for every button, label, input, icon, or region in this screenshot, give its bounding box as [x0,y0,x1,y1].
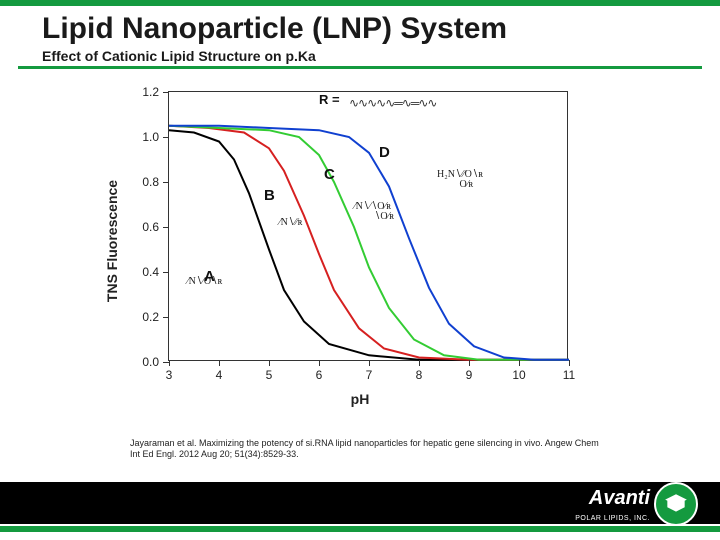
title-block: Lipid Nanoparticle (LNP) System Effect o… [18,6,702,69]
x-tick-label: 9 [466,360,473,382]
x-tick-label: 7 [366,360,373,382]
plot-area: R = ∿∿∿∿∿═∿═∿∿ ⁄N∖⁄O∖ʀ ⁄N∖⁄⁄ʀ ⁄N∖⁄∖O⁄ʀ ∖… [168,91,568,361]
y-tick-label: 0.8 [142,175,169,189]
x-tick-label: 8 [416,360,423,382]
curve-label-d: D [379,144,390,161]
y-tick-label: 0.2 [142,310,169,324]
brand-name: Avanti [589,487,650,510]
y-axis-label: TNS Fluorescence [104,180,120,302]
y-tick-label: 1.2 [142,85,169,99]
x-tick-label: 10 [512,360,525,382]
curve-label-c: C [324,166,335,183]
page-subtitle: Effect of Cationic Lipid Structure on p.… [42,46,678,64]
y-tick-label: 0.4 [142,265,169,279]
curve-a [169,130,569,360]
x-axis-label: pH [351,391,370,407]
curve-label-a: A [204,268,215,285]
y-tick-label: 1.0 [142,130,169,144]
brand-subtitle: POLAR LIPIDS, INC. [575,515,650,522]
curves-svg [169,92,569,362]
r-chain-glyph: ∿∿∿∿∿═∿═∿∿ [349,96,436,110]
x-tick-label: 6 [316,360,323,382]
r-group-label: R = [319,92,340,107]
curve-d [169,126,569,360]
curve-label-b: B [264,187,275,204]
citation-text: Jayaraman et al. Maximizing the potency … [130,438,610,461]
brand-logo: Avanti POLAR LIPIDS, INC. [548,480,698,526]
chart-container: TNS Fluorescence R = ∿∿∿∿∿═∿═∿∿ ⁄N∖⁄O∖ʀ … [120,81,600,401]
footer-accent-bar [0,526,720,532]
page-title: Lipid Nanoparticle (LNP) System [42,12,678,46]
x-tick-label: 5 [266,360,273,382]
struct-d: H₂N∖⁄⁄O∖ʀ O⁄ʀ [437,170,483,190]
x-tick-label: 3 [166,360,173,382]
y-tick-label: 0.6 [142,220,169,234]
x-tick-label: 4 [216,360,223,382]
x-tick-label: 11 [563,360,575,382]
curve-c [169,126,569,360]
struct-c: ⁄N∖⁄∖O⁄ʀ ∖O⁄ʀ [354,202,394,222]
struct-b: ⁄N∖⁄⁄ʀ [279,218,302,228]
curve-b [169,126,569,360]
brand-badge-icon [654,482,698,526]
